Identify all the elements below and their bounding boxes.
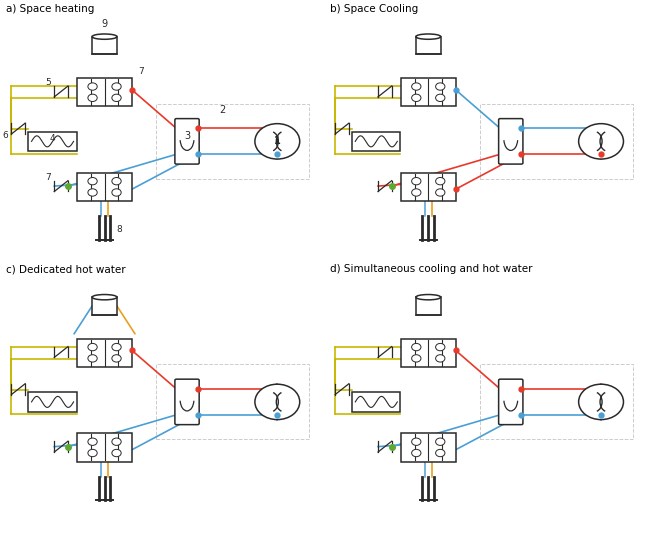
Text: 8: 8 [117,225,122,235]
Circle shape [411,449,421,457]
Text: 9: 9 [102,19,108,29]
Circle shape [435,438,445,446]
Circle shape [579,124,623,159]
Circle shape [579,384,623,419]
Circle shape [88,438,97,446]
Bar [352,132,400,151]
Text: 5: 5 [45,78,51,87]
Circle shape [435,83,445,90]
Text: a) Space heating: a) Space heating [6,4,95,14]
Text: 2: 2 [220,105,226,115]
Circle shape [411,343,421,351]
Text: 7: 7 [45,173,51,182]
Circle shape [411,177,421,185]
Bar [77,433,132,462]
Bar [92,37,117,54]
Bar [416,297,441,315]
Circle shape [88,177,97,185]
Ellipse shape [92,295,117,300]
Circle shape [112,449,121,457]
Circle shape [112,438,121,446]
Circle shape [112,343,121,351]
Circle shape [88,94,97,101]
Bar [77,78,132,106]
Circle shape [435,449,445,457]
Circle shape [88,343,97,351]
FancyBboxPatch shape [175,119,199,164]
Circle shape [435,177,445,185]
Bar [156,365,309,439]
FancyBboxPatch shape [499,379,523,425]
Bar [29,132,76,151]
Text: b) Space Cooling: b) Space Cooling [330,4,419,14]
Text: 7: 7 [138,67,144,76]
Text: c) Dedicated hot water: c) Dedicated hot water [6,264,126,274]
Circle shape [88,83,97,90]
Circle shape [411,355,421,362]
Text: 6: 6 [3,132,8,140]
Circle shape [411,189,421,196]
Circle shape [411,83,421,90]
Bar [29,392,76,411]
Bar [416,37,441,54]
Circle shape [435,343,445,351]
Ellipse shape [92,34,117,39]
Circle shape [435,189,445,196]
Circle shape [88,189,97,196]
Bar [401,433,456,462]
Circle shape [112,189,121,196]
Circle shape [255,384,300,419]
Circle shape [435,94,445,101]
Circle shape [112,83,121,90]
FancyBboxPatch shape [499,119,523,164]
Circle shape [88,449,97,457]
Ellipse shape [416,34,441,39]
Bar [401,78,456,106]
Circle shape [255,124,300,159]
Bar [480,365,633,439]
Text: 3: 3 [184,132,190,141]
Bar [480,104,633,179]
Text: 1: 1 [274,136,281,147]
Text: d) Simultaneous cooling and hot water: d) Simultaneous cooling and hot water [330,264,533,274]
Circle shape [112,177,121,185]
Ellipse shape [416,295,441,300]
Bar [401,173,456,201]
Circle shape [112,94,121,101]
FancyBboxPatch shape [175,379,199,425]
Bar [77,338,132,367]
Circle shape [411,438,421,446]
Circle shape [435,355,445,362]
Circle shape [88,355,97,362]
Bar [352,392,400,411]
Bar [92,297,117,315]
Circle shape [411,94,421,101]
Bar [77,173,132,201]
Bar [156,104,309,179]
Circle shape [112,355,121,362]
Text: 4: 4 [50,134,55,143]
Bar [401,338,456,367]
